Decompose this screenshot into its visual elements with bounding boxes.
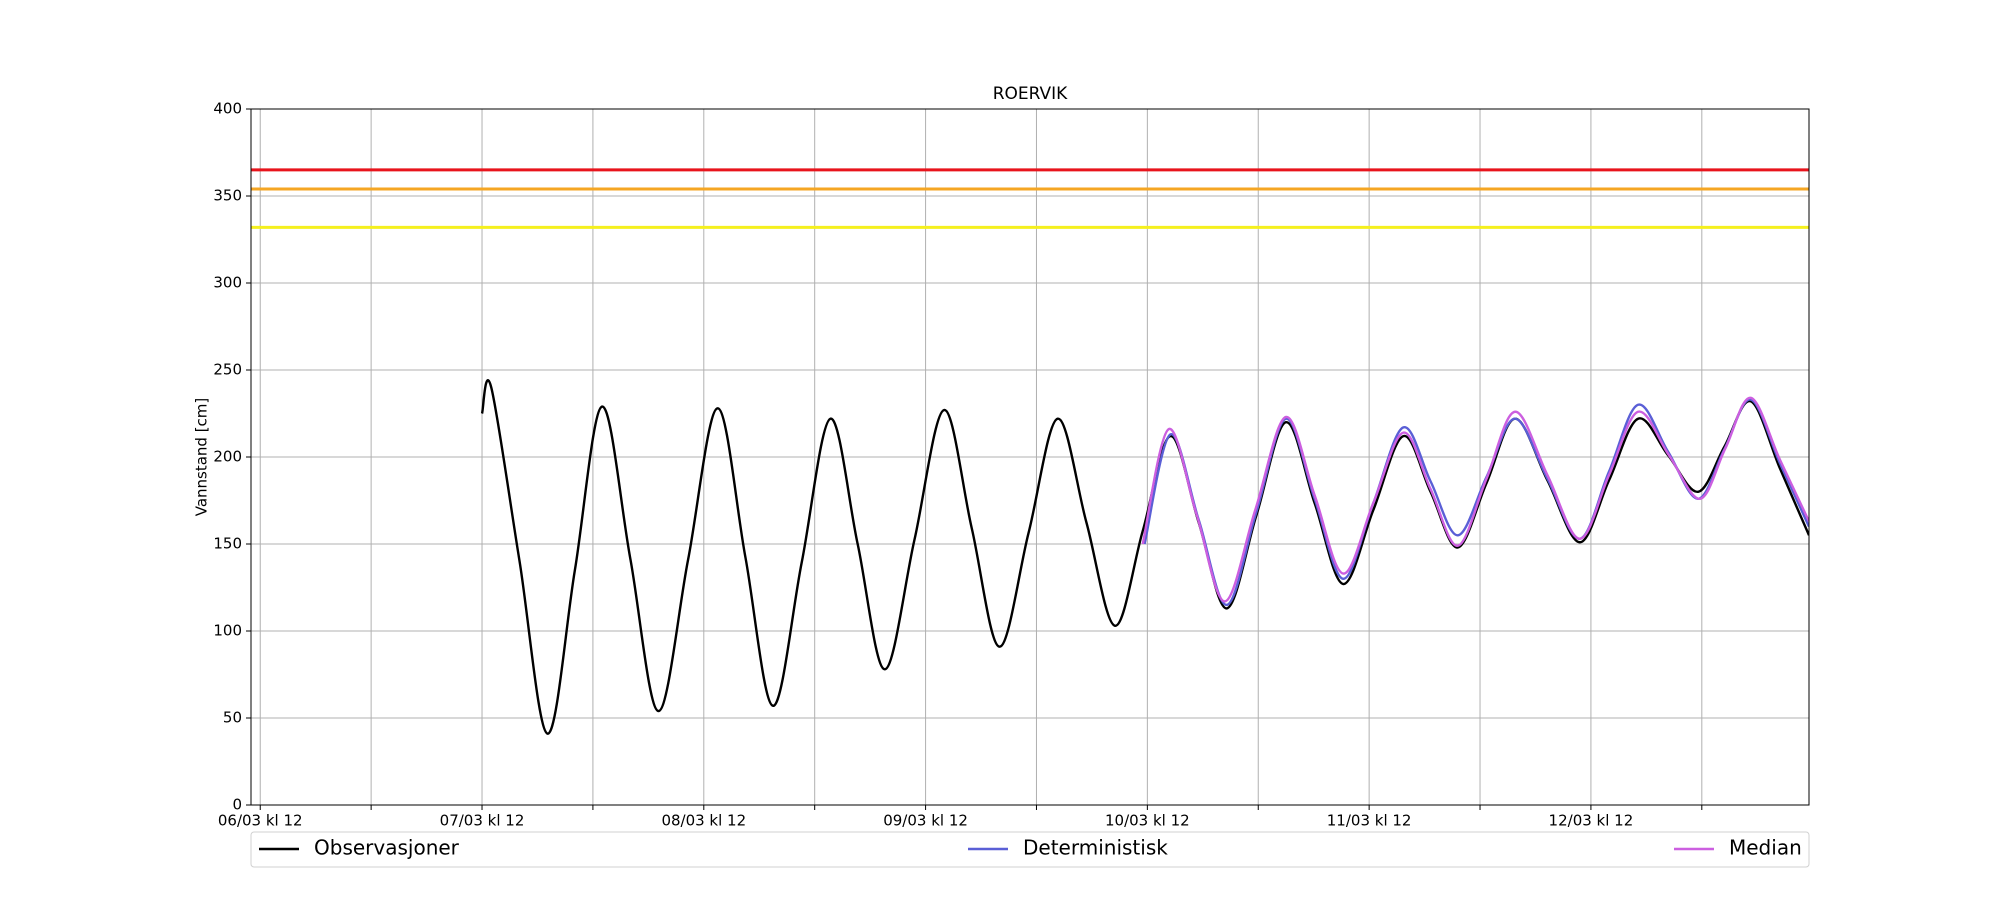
y-tick-label: 300	[213, 274, 242, 292]
y-tick-label: 0	[232, 796, 242, 814]
x-tick-label: 12/03 kl 12	[1549, 812, 1634, 830]
x-tick-label: 09/03 kl 12	[883, 812, 968, 830]
y-tick-label: 150	[213, 535, 242, 553]
y-tick-label: 200	[213, 448, 242, 466]
x-tick-label: 06/03 kl 12	[218, 812, 303, 830]
x-tick-label: 10/03 kl 12	[1105, 812, 1190, 830]
x-tick-label: 08/03 kl 12	[661, 812, 746, 830]
x-tick-label: 11/03 kl 12	[1327, 812, 1412, 830]
chart-title: ROERVIK	[993, 84, 1068, 104]
y-tick-label: 50	[223, 709, 242, 727]
y-tick-label: 400	[213, 100, 242, 118]
legend-box	[250, 831, 1810, 868]
plot-frame	[250, 108, 1810, 806]
legend-label: Observasjoner	[314, 836, 460, 860]
y-tick-label: 100	[213, 622, 242, 640]
y-tick-label: 250	[213, 361, 242, 379]
y-tick-label: 350	[213, 187, 242, 205]
legend-label: Median	[1729, 836, 1802, 860]
data-line	[1141, 396, 1809, 603]
data-line	[480, 379, 1809, 735]
y-axis-label: Vannstand [cm]	[193, 398, 211, 517]
legend-label: Deterministisk	[1023, 836, 1168, 860]
x-tick-label: 07/03 kl 12	[440, 812, 525, 830]
